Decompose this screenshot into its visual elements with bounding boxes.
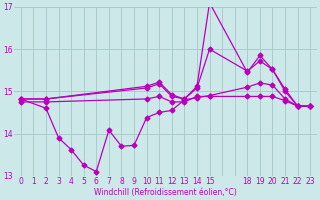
X-axis label: Windchill (Refroidissement éolien,°C): Windchill (Refroidissement éolien,°C) — [94, 188, 237, 197]
